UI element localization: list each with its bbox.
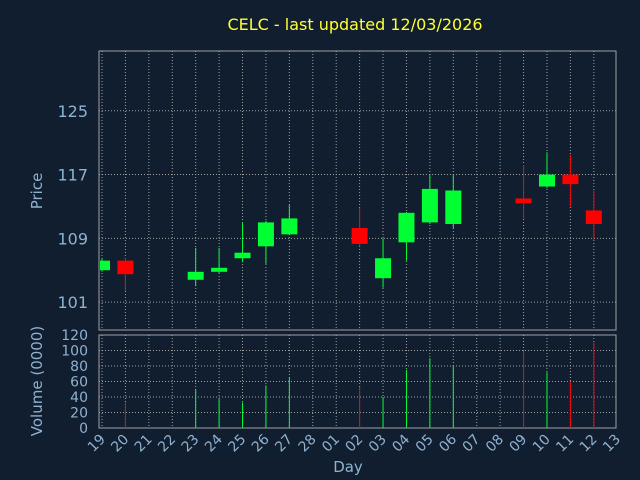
volume-y-tick: 100 — [61, 344, 88, 360]
candle-up — [281, 204, 298, 236]
candle-body — [538, 174, 555, 187]
candle-body — [234, 252, 251, 259]
volume-bars-layer — [124, 342, 595, 428]
candle-down — [562, 154, 579, 207]
candle-up — [421, 174, 438, 224]
volume-y-tick: 80 — [70, 359, 88, 375]
price-panel-frame — [98, 50, 617, 331]
candle-body — [375, 258, 392, 279]
candle-down — [117, 258, 134, 291]
volume-y-tick: 120 — [61, 328, 88, 344]
volume-gridlines — [99, 350, 616, 413]
candle-down — [585, 190, 602, 240]
price-y-tick: 101 — [57, 293, 88, 312]
candle-body — [211, 267, 228, 272]
candle-body — [100, 260, 110, 271]
candle-body — [117, 260, 134, 275]
volume-y-tick: 60 — [70, 375, 88, 391]
candle-body — [187, 271, 204, 280]
candle-body — [257, 222, 274, 247]
price-axis-label: Price — [28, 173, 46, 210]
candle-up — [445, 174, 462, 229]
candle-up — [100, 258, 110, 272]
candle-body — [281, 218, 298, 235]
candle-up — [211, 247, 228, 274]
volume-y-tick: 20 — [70, 406, 88, 422]
candle-body — [585, 210, 602, 224]
candles-layer — [100, 152, 602, 291]
candle-body — [351, 227, 368, 244]
candle-body — [398, 212, 415, 243]
candle-up — [398, 212, 415, 261]
candle-body — [445, 190, 462, 224]
price-y-tick: 125 — [57, 102, 88, 121]
candle-up — [234, 222, 251, 263]
price-y-tick: 117 — [57, 166, 88, 185]
candle-up — [538, 152, 555, 189]
candle-up — [375, 238, 392, 288]
volume-axis-label: Volume (0000) — [28, 326, 46, 436]
candle-up — [257, 220, 274, 264]
chart-title: CELC - last updated 12/03/2026 — [227, 15, 482, 34]
x-axis-label: Day — [333, 458, 363, 476]
price-y-tick-labels: 101 109 117 125 — [57, 102, 88, 312]
price-y-tick: 109 — [57, 229, 88, 248]
candle-body — [421, 188, 438, 223]
candle-down — [351, 208, 368, 247]
volume-y-tick: 0 — [79, 421, 88, 437]
volume-y-tick: 40 — [70, 390, 88, 406]
x-tick-labels: 19 20 21 22 23 24 25 26 27 28 01 02 03 04 05 06 07 08 09 10… — [85, 431, 624, 455]
candle-body — [515, 198, 532, 204]
candle-down — [515, 164, 532, 219]
candle-body — [562, 174, 579, 185]
candle-up — [187, 247, 204, 287]
